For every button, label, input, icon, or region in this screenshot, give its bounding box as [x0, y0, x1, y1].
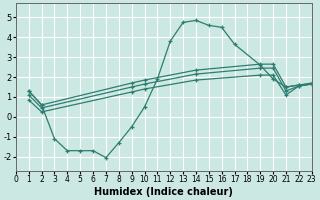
- X-axis label: Humidex (Indice chaleur): Humidex (Indice chaleur): [94, 187, 233, 197]
